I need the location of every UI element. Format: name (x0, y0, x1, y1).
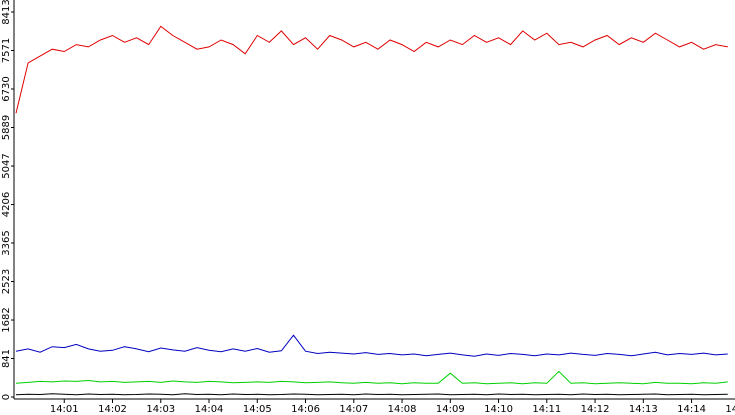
y-tick-label: 7571 (1, 38, 12, 63)
y-tick-label: 1682 (1, 307, 12, 332)
y-tick-label: 841 (1, 349, 12, 368)
x-tick-label: 14:10 (484, 404, 513, 415)
x-tick-label: 14:11 (532, 404, 561, 415)
x-tick-label: 14:07 (339, 404, 368, 415)
x-tick-label: 14:14 (677, 404, 706, 415)
series-line (15, 393, 728, 396)
series-line (15, 334, 728, 357)
y-tick-label: 3365 (1, 230, 12, 255)
x-tick-label: 14:05 (243, 404, 272, 415)
x-tick-label: 14:08 (388, 404, 417, 415)
x-tick-label: 14:03 (146, 404, 175, 415)
x-tick-label: 14:02 (98, 404, 127, 415)
y-tick-label: 8413 (1, 0, 12, 25)
y-tick-label: 0 (1, 394, 12, 400)
series-line (15, 25, 728, 114)
x-tick-label: 14:15 (725, 404, 735, 415)
y-tick-label: 6730 (1, 76, 12, 101)
x-tick-label: 14:09 (436, 404, 465, 415)
x-tick-label: 14:13 (629, 404, 658, 415)
x-tick-label: 14:04 (195, 404, 224, 415)
x-tick-label: 14:06 (291, 404, 320, 415)
y-tick-label: 5047 (1, 153, 12, 178)
y-tick-label: 5889 (1, 115, 12, 140)
y-tick-label: 4206 (1, 192, 12, 217)
x-tick-label: 14:12 (581, 404, 610, 415)
series-line (15, 370, 728, 385)
y-tick-label: 2523 (1, 269, 12, 294)
x-tick-label: 14:01 (50, 404, 79, 415)
